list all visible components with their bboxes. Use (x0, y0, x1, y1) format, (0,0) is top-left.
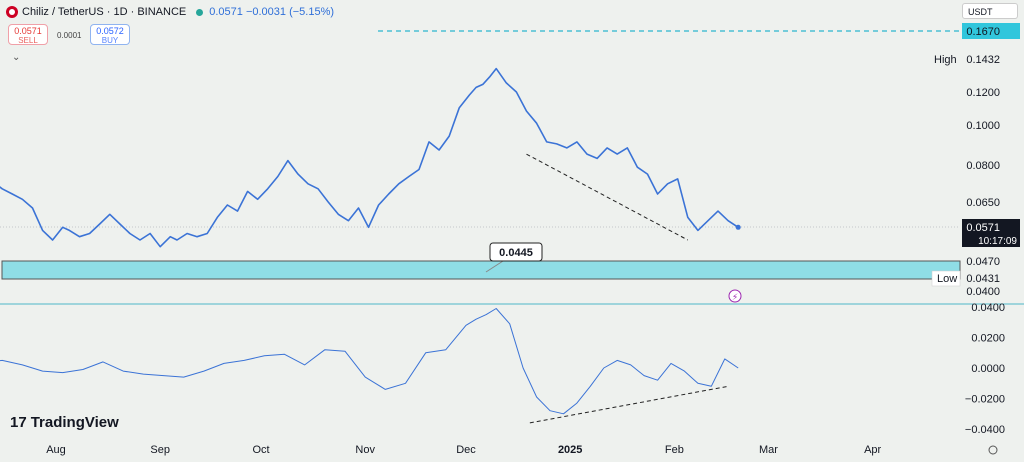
chevron-down-icon[interactable]: ⌄ (12, 52, 21, 63)
time-tick-label: Apr (864, 444, 881, 456)
oscillator-tick-label: 0.0400 (971, 302, 1005, 314)
last-price: 0.0571 (209, 6, 243, 18)
high-value: 0.1432 (966, 54, 1000, 66)
time-tick-label: Feb (665, 444, 684, 456)
price-change: −0.0031 (−5.15%) (245, 6, 335, 18)
oscillator-series-line (0, 308, 739, 415)
countdown-timer: 10:17:09 (978, 236, 1017, 247)
low-value: 0.0431 (966, 273, 1000, 285)
high-label: High (934, 54, 957, 66)
sell-button[interactable]: 0.0571 SELL (8, 24, 48, 45)
currency-selector[interactable]: USDT (962, 3, 1018, 19)
price-tick-label: 0.1000 (966, 120, 1000, 132)
time-tick-label: Dec (456, 444, 476, 456)
oscillator-tick-label: −0.0200 (965, 394, 1005, 406)
current-price-label-box (962, 219, 1020, 247)
oscillator-tick-label: 0.0000 (971, 363, 1005, 375)
tradingview-mark-icon: 17 (10, 414, 27, 431)
time-tick-label: Nov (355, 444, 375, 456)
brand-name: TradingView (30, 414, 119, 431)
low-label-box (931, 270, 961, 287)
time-tick-label: Sep (150, 444, 170, 456)
callout-box (489, 242, 543, 262)
oscillator-tick-label: −0.0400 (965, 424, 1005, 436)
time-tick-label: Aug (46, 444, 66, 456)
oscillator-pane: ⚡ (0, 289, 742, 424)
callout-value: 0.0445 (499, 247, 533, 259)
current-price-value: 0.0571 (966, 222, 1000, 234)
tradingview-logo: 17 TradingView (10, 414, 119, 431)
oscillator-trendline (529, 385, 729, 424)
price-trendline (526, 153, 689, 241)
oscillator-tick-label: 0.0200 (971, 333, 1005, 345)
event-glyph: ⚡ (732, 293, 738, 303)
chiliz-logo-icon (6, 6, 18, 19)
time-axis: Aug Sep Oct Nov Dec 2025 Feb Mar Apr (46, 444, 998, 456)
dashed-level-value: 0.1670 (966, 26, 1000, 38)
last-price-dot (735, 224, 741, 230)
settings-gear-icon (988, 445, 998, 455)
event-marker-icon (728, 289, 742, 303)
price-tick-label: 0.0470 (966, 256, 1000, 268)
price-pane (0, 30, 1024, 305)
sell-price: 0.0571 (14, 26, 42, 36)
symbol-header: Chiliz / TetherUS · 1D · BINANCE 0.0571 −… (6, 6, 335, 19)
callout-pointer (485, 260, 504, 273)
price-axis: 0.1200 0.1000 0.0800 0.0650 0.0470 0.0400 High… (931, 23, 1020, 436)
price-tick-label: 0.0800 (966, 160, 1000, 172)
time-tick-label: 2025 (558, 444, 582, 456)
price-tick-label: 0.0650 (966, 197, 1000, 209)
price-series-line (0, 67, 739, 248)
dashed-level-label-box (962, 23, 1020, 39)
support-zone-layer: 0.0445 (1, 242, 961, 280)
buy-label: BUY (101, 36, 119, 45)
price-tick-label: 0.0400 (966, 286, 1000, 298)
low-label: Low (937, 273, 957, 285)
time-tick-label: Oct (252, 444, 269, 456)
buy-button[interactable]: 0.0572 BUY (90, 24, 130, 45)
spread-value: 0.0001 (57, 31, 82, 40)
time-tick-label: Mar (759, 444, 778, 456)
buy-price: 0.0572 (96, 26, 124, 36)
support-zone (1, 260, 961, 280)
symbol-title[interactable]: Chiliz / TetherUS · 1D · BINANCE (22, 6, 187, 18)
price-tick-label: 0.1200 (966, 87, 1000, 99)
market-status-icon (196, 8, 204, 16)
sell-label: SELL (18, 36, 38, 45)
